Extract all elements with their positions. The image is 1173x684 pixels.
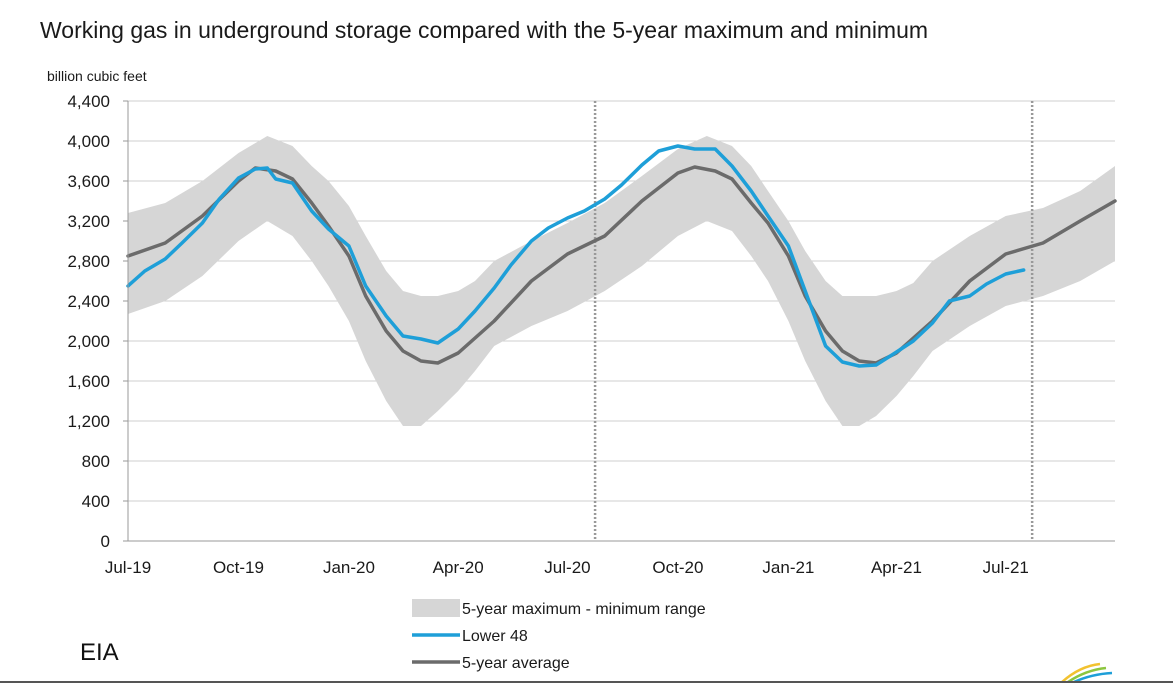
vertical-markers — [593, 101, 1034, 541]
x-tick-label: Jul-20 — [544, 558, 590, 577]
logo-arc-green — [1067, 666, 1107, 684]
legend-label: 5-year maximum - minimum range — [462, 601, 706, 618]
y-tick-label: 2,800 — [67, 252, 110, 271]
legend-swatch-range — [412, 599, 460, 617]
y-tick-label: 4,400 — [67, 92, 110, 111]
gridlines — [128, 100, 1115, 502]
legend-label: Lower 48 — [462, 628, 528, 645]
x-tick-label: Jul-21 — [983, 558, 1029, 577]
x-tick-label: Apr-20 — [433, 558, 484, 577]
y-tick-label: 4,000 — [67, 132, 110, 151]
legend-label: 5-year average — [462, 655, 570, 672]
x-tick-label: Jan-20 — [323, 558, 375, 577]
range-band-layer — [128, 136, 1115, 426]
y-tick-label: 400 — [82, 492, 110, 511]
y-tick-label: 2,400 — [67, 292, 110, 311]
y-axis-unit-label: billion cubic feet — [47, 68, 147, 84]
y-tick-label: 800 — [82, 452, 110, 471]
y-tick-label: 3,200 — [67, 212, 110, 231]
x-tick-label: Jul-19 — [105, 558, 151, 577]
x-tick-label: Apr-21 — [871, 558, 922, 577]
logo-arc-blue — [1073, 671, 1113, 684]
y-tick-label: 0 — [101, 532, 110, 551]
x-tick-label: Oct-19 — [213, 558, 264, 577]
y-tick-label: 3,600 — [67, 172, 110, 191]
legend: 5-year maximum - minimum range Lower 48 5-… — [412, 599, 706, 672]
x-tick-labels: Jul-19 Oct-19 Jan-20 Apr-20 Jul-20 Oct-20 Jan-… — [105, 558, 1029, 577]
axes — [123, 100, 1115, 542]
x-tick-label: Jan-21 — [762, 558, 814, 577]
series-layer — [126, 144, 1117, 368]
logo-arc-yellow — [1061, 662, 1101, 683]
chart-title: Working gas in underground storage compa… — [40, 17, 928, 43]
y-tick-label: 1,200 — [67, 412, 110, 431]
range-band — [128, 136, 1115, 426]
series-line-lower-48 — [126, 144, 1026, 368]
y-tick-label: 1,600 — [67, 372, 110, 391]
source-label: EIA — [80, 639, 119, 666]
x-tick-label: Oct-20 — [652, 558, 703, 577]
eia-logo — [1061, 662, 1113, 684]
y-tick-labels: 0 400 800 1,200 1,600 2,000 2,400 2,800 3,200 3,6… — [67, 92, 110, 551]
y-tick-label: 2,000 — [67, 332, 110, 351]
